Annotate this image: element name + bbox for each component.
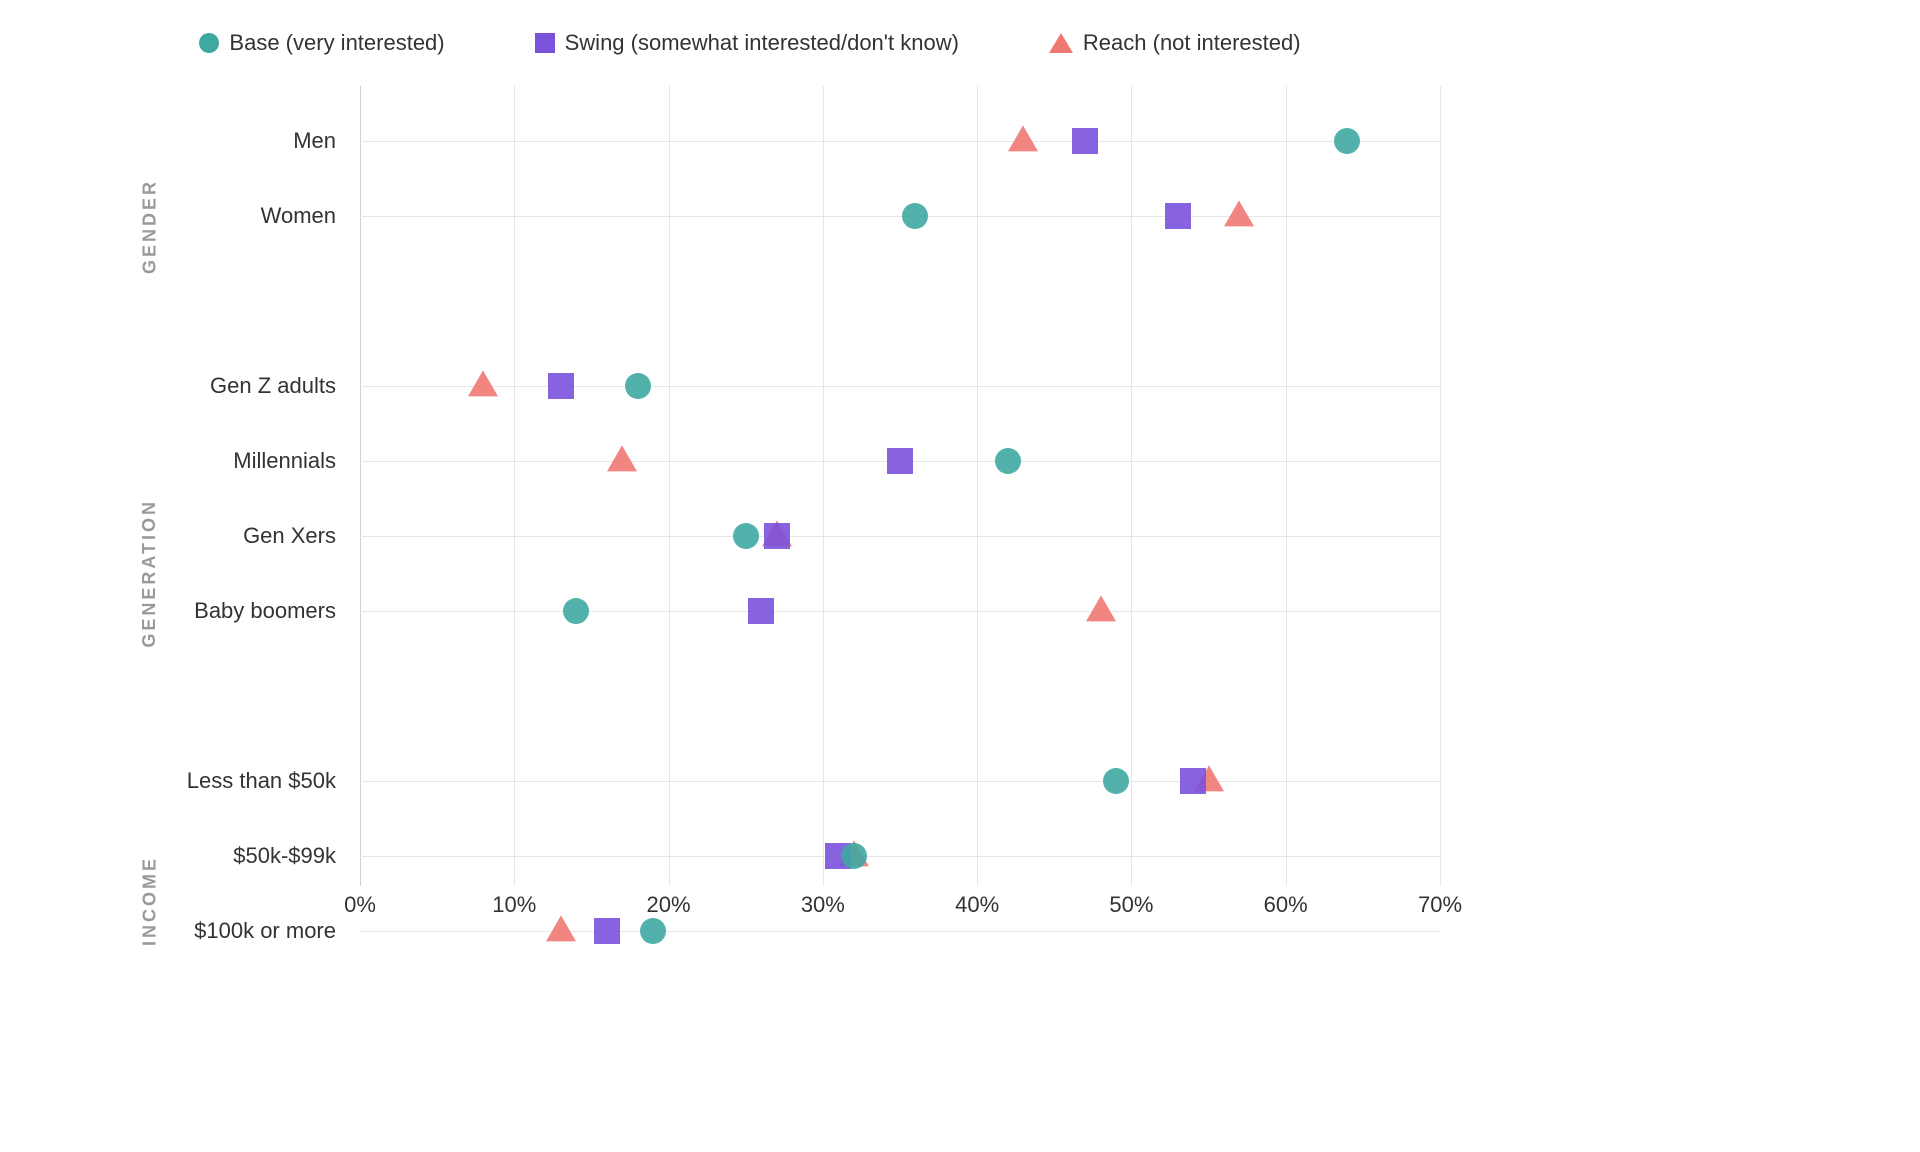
gridline-horizontal <box>360 536 1440 537</box>
gridline-vertical <box>1131 86 1132 886</box>
gridline-horizontal <box>360 141 1440 142</box>
reach-marker-icon <box>1049 33 1073 53</box>
data-marker-swing <box>594 918 620 944</box>
data-marker-base <box>640 918 666 944</box>
data-marker-base <box>563 598 589 624</box>
data-marker-reach <box>1224 200 1254 226</box>
data-marker-reach <box>1086 595 1116 621</box>
gridline-vertical <box>1440 86 1441 886</box>
y-axis-row-label: Baby boomers <box>194 598 336 624</box>
y-axis-row-label: Less than $50k <box>187 768 336 794</box>
legend-label: Reach (not interested) <box>1083 30 1301 56</box>
data-marker-reach <box>468 370 498 396</box>
data-marker-base <box>841 843 867 869</box>
data-marker-base <box>1103 768 1129 794</box>
swing-marker-icon <box>535 33 555 53</box>
y-axis-row-label: Gen Xers <box>243 523 336 549</box>
data-marker-reach <box>607 445 637 471</box>
data-marker-swing <box>548 373 574 399</box>
y-axis-row-label: Gen Z adults <box>210 373 336 399</box>
group-title-income: INCOME <box>140 856 161 946</box>
gridline-horizontal <box>360 781 1440 782</box>
chart-container: Base (very interested) Swing (somewhat in… <box>60 20 1440 950</box>
gridline-vertical <box>1286 86 1287 886</box>
gridline-vertical <box>360 86 361 886</box>
data-marker-base <box>733 523 759 549</box>
data-marker-base <box>902 203 928 229</box>
x-axis-tick-label: 50% <box>1109 892 1153 918</box>
y-axis-row-label: $100k or more <box>194 918 336 944</box>
data-marker-swing <box>1180 768 1206 794</box>
legend-item-base: Base (very interested) <box>199 30 444 56</box>
group-title-gender: GENDER <box>140 179 161 274</box>
x-axis-tick-label: 0% <box>344 892 376 918</box>
gridline-horizontal <box>360 856 1440 857</box>
legend-label: Swing (somewhat interested/don't know) <box>565 30 959 56</box>
data-marker-reach <box>1008 125 1038 151</box>
x-axis-tick-label: 70% <box>1418 892 1462 918</box>
base-marker-icon <box>199 33 219 53</box>
data-marker-swing <box>1165 203 1191 229</box>
gridline-vertical <box>823 86 824 886</box>
gridline-vertical <box>977 86 978 886</box>
gridline-vertical <box>669 86 670 886</box>
data-marker-swing <box>887 448 913 474</box>
gridline-horizontal <box>360 386 1440 387</box>
legend: Base (very interested) Swing (somewhat in… <box>60 20 1440 86</box>
gridline-vertical <box>514 86 515 886</box>
data-marker-base <box>1334 128 1360 154</box>
data-marker-swing <box>764 523 790 549</box>
x-axis-tick-label: 10% <box>492 892 536 918</box>
gridline-horizontal <box>360 611 1440 612</box>
x-axis-tick-label: 30% <box>801 892 845 918</box>
legend-item-swing: Swing (somewhat interested/don't know) <box>535 30 959 56</box>
plot-area: 0%10%20%30%40%50%60%70%MenWomenGENDERGen… <box>360 86 1440 926</box>
data-marker-base <box>625 373 651 399</box>
group-title-generation: GENERATION <box>140 499 161 648</box>
data-marker-swing <box>1072 128 1098 154</box>
y-axis-row-label: Women <box>261 203 336 229</box>
y-axis-row-label: $50k-$99k <box>233 843 336 869</box>
data-marker-swing <box>748 598 774 624</box>
x-axis-tick-label: 40% <box>955 892 999 918</box>
x-axis-tick-label: 20% <box>647 892 691 918</box>
legend-label: Base (very interested) <box>229 30 444 56</box>
y-axis-row-label: Men <box>293 128 336 154</box>
x-axis-tick-label: 60% <box>1264 892 1308 918</box>
gridline-horizontal <box>360 216 1440 217</box>
gridline-horizontal <box>360 931 1440 932</box>
data-marker-base <box>995 448 1021 474</box>
data-marker-reach <box>546 915 576 941</box>
y-axis-row-label: Millennials <box>233 448 336 474</box>
legend-item-reach: Reach (not interested) <box>1049 30 1301 56</box>
